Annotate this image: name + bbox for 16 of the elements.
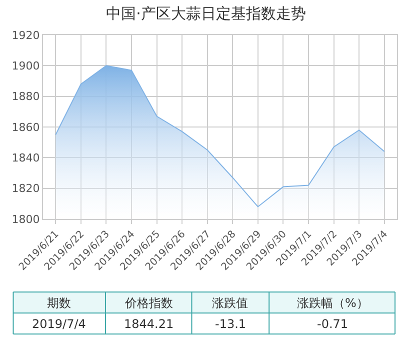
- chart-title: 中国·产区大蒜日定基指数走势: [106, 4, 306, 22]
- text: 价格指数: [124, 296, 173, 310]
- text: -13.1: [215, 317, 246, 331]
- y-tick-label: 1880: [12, 90, 40, 104]
- text: 涨跌幅（%）: [297, 296, 368, 310]
- y-tick-label: 1900: [12, 60, 40, 73]
- y-tick-label: 1820: [12, 182, 40, 196]
- y-tick-label: 1860: [12, 120, 40, 134]
- text: 2019/7/4: [32, 317, 86, 331]
- text: 期数: [47, 296, 71, 310]
- y-tick-label: 1800: [12, 212, 40, 226]
- y-tick-label: 1920: [12, 28, 40, 42]
- text: 1844.21: [124, 317, 174, 331]
- text: -0.71: [317, 317, 348, 331]
- y-tick-label: 1840: [12, 152, 40, 165]
- text: 涨跌值: [212, 296, 248, 310]
